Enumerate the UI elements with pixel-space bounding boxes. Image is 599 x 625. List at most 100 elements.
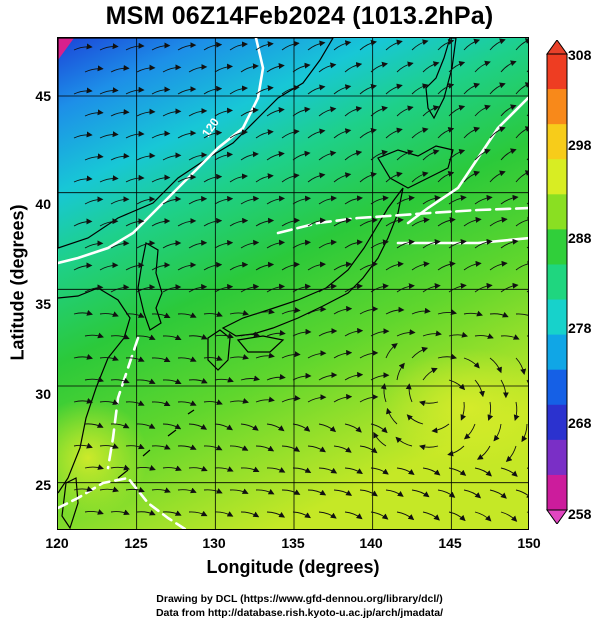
wind-arrow (203, 129, 223, 139)
wind-arrow (99, 486, 119, 493)
colorbar-segment (547, 474, 567, 511)
wind-arrow (266, 150, 285, 161)
wind-arrow (151, 130, 171, 139)
wind-arrow (344, 511, 363, 520)
wind-arrow (99, 311, 119, 317)
colorbar-label: 298 (568, 137, 592, 153)
colorbar-segment (547, 439, 567, 476)
wind-arrow (448, 379, 466, 391)
wind-arrow (177, 261, 197, 271)
wind-arrow (292, 511, 311, 519)
warm-region (378, 348, 528, 468)
wind-arrow (162, 284, 182, 293)
wind-arrow (240, 63, 259, 73)
wind-arrow (370, 283, 389, 293)
wind-arrow (266, 195, 286, 205)
wind-arrow (110, 152, 130, 161)
wind-arrow (151, 218, 171, 227)
wind-arrow (125, 218, 145, 227)
wind-arrow (344, 239, 363, 249)
wind-arrow (500, 148, 517, 161)
wind-arrow (437, 260, 456, 271)
wind-arrow (526, 70, 528, 73)
wind-arrow (266, 62, 285, 73)
wind-arrow (136, 378, 156, 384)
chart-title: MSM 06Z14Feb2024 (1013.2hPa) (105, 2, 494, 30)
wind-arrow (255, 261, 275, 271)
wind-arrow (84, 464, 104, 470)
wind-arrow (281, 395, 301, 403)
wind-arrow (162, 423, 182, 430)
wind-arrow (437, 309, 457, 316)
wind-arrow (422, 105, 440, 117)
wind-arrow (203, 311, 223, 317)
wind-arrow (203, 41, 223, 51)
wind-arrow (318, 62, 337, 73)
ryukyu-chain (117, 409, 195, 479)
wind-arrow (463, 82, 481, 95)
wind-arrow (136, 334, 156, 340)
wind-arrow (411, 346, 429, 359)
wind-arrow (396, 61, 414, 73)
wind-arrow (448, 60, 466, 73)
wind-arrow (396, 149, 414, 161)
wind-arrow (281, 40, 300, 51)
wind-arrow (110, 108, 130, 117)
wind-arrow (203, 261, 223, 271)
wind-arrow (214, 151, 234, 161)
wind-arrow (422, 511, 440, 521)
wind-arrow (125, 130, 145, 139)
wind-arrow (255, 488, 275, 495)
wind-arrow (266, 423, 285, 432)
wind-arrow (437, 39, 455, 51)
colorbar-min-arrow (546, 509, 568, 524)
wind-arrow (125, 86, 145, 95)
wind-arrow (500, 282, 519, 293)
wind-arrow (255, 85, 274, 95)
wind-arrow (474, 238, 493, 249)
wind-arrow (474, 333, 494, 339)
wind-arrow (125, 443, 145, 450)
wind-arrow (515, 82, 528, 95)
wind-arrow (84, 65, 104, 73)
colorbar-segment (547, 404, 567, 441)
wind-arrow (333, 305, 353, 315)
wind-arrow (385, 217, 404, 227)
wind-arrow (188, 63, 208, 73)
wind-arrow (292, 283, 312, 293)
wind-arrow (84, 240, 104, 249)
wind-arrow (448, 282, 467, 293)
wind-arrow (266, 329, 286, 337)
wind-arrow (447, 445, 465, 457)
wind-arrow (422, 367, 438, 381)
wind-arrow (177, 312, 197, 318)
wind-arrow (373, 431, 387, 447)
wind-arrow (521, 423, 528, 443)
wind-arrow (151, 312, 171, 319)
wind-arrow (125, 42, 145, 51)
wind-arrow (151, 174, 171, 183)
wind-arrow (110, 64, 130, 73)
wind-arrow (411, 307, 431, 315)
wind-arrow (318, 106, 337, 117)
wind-arrow (162, 510, 182, 516)
wind-arrow (307, 128, 326, 139)
wind-arrow (240, 375, 260, 382)
wind-arrow (307, 261, 326, 271)
wind-arrow (318, 195, 337, 205)
wind-arrow (110, 240, 130, 249)
wind-arrow (489, 216, 508, 227)
wind-arrow (422, 239, 441, 249)
x-tick-label: 125 (124, 535, 148, 551)
wind-arrow (500, 104, 517, 117)
wind-arrow (307, 172, 326, 183)
wind-arrow (125, 356, 145, 362)
wind-arrow (500, 334, 520, 340)
wind-arrow (292, 372, 312, 381)
colorbar-segment (547, 229, 567, 265)
colorbar-segment (547, 299, 567, 336)
wind-arrow (307, 489, 327, 496)
wind-arrow (500, 379, 509, 399)
wind-arrow (411, 261, 430, 271)
colorbar-segment (547, 124, 567, 160)
